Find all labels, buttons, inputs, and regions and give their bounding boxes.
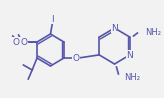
Text: N: N	[111, 24, 118, 33]
Text: O: O	[72, 54, 79, 63]
Text: O: O	[13, 38, 20, 46]
Text: NH₂: NH₂	[145, 28, 161, 36]
Text: NH₂: NH₂	[124, 74, 140, 83]
Text: O: O	[21, 38, 28, 46]
Text: I: I	[51, 15, 54, 24]
Text: N: N	[126, 50, 133, 59]
